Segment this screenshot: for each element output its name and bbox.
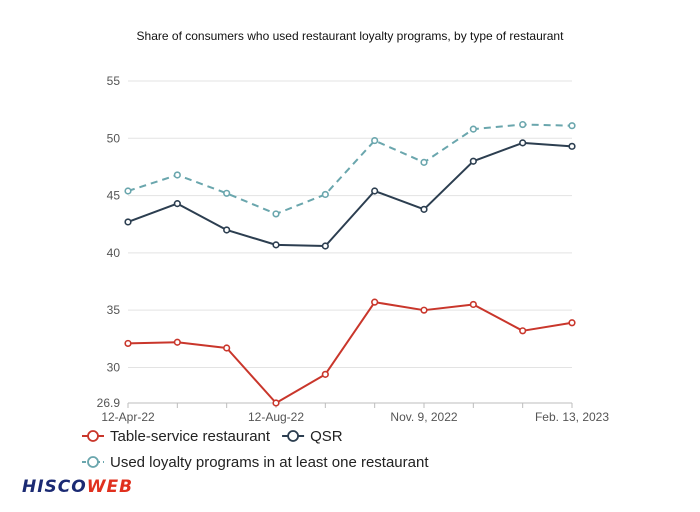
data-point xyxy=(272,399,280,407)
data-point xyxy=(371,298,379,306)
data-point xyxy=(469,125,477,133)
data-point xyxy=(420,205,428,213)
data-point xyxy=(371,136,379,145)
data-point xyxy=(272,210,280,218)
x-tick-label: Nov. 9, 2022 xyxy=(390,410,457,424)
series-line xyxy=(127,123,573,215)
data-point xyxy=(124,218,132,226)
data-point xyxy=(124,187,132,195)
legend-swatch-marker xyxy=(287,430,299,442)
series-2 xyxy=(124,139,576,250)
y-tick-label: 30 xyxy=(107,360,121,374)
legend-swatch-marker xyxy=(87,430,99,442)
hiscoweb-logo: HISCO WEB xyxy=(22,476,133,498)
x-tick-label: 12-Apr-22 xyxy=(101,410,155,424)
data-point xyxy=(321,242,329,250)
data-point xyxy=(469,157,477,165)
data-point xyxy=(568,122,576,130)
legend-label: Used loyalty programs in at least one re… xyxy=(110,454,429,471)
series-line xyxy=(127,141,573,248)
logo-part-1: HISCO xyxy=(22,477,87,497)
data-point xyxy=(173,200,181,208)
data-point xyxy=(124,339,132,348)
data-point xyxy=(173,171,181,179)
legend-swatch-marker xyxy=(87,456,99,468)
series-layer xyxy=(124,120,576,407)
data-point xyxy=(519,120,527,129)
data-point xyxy=(568,319,576,327)
data-point xyxy=(371,187,379,195)
y-tick-label: 55 xyxy=(107,74,121,88)
y-tick-label: 35 xyxy=(107,303,121,317)
gridlines xyxy=(128,80,572,368)
data-point xyxy=(519,139,527,147)
axes: 26.9 30 35 40 45 50 55 12-Apr-22 12-Aug-22 Nov. 9… xyxy=(97,74,610,424)
data-point xyxy=(568,142,576,150)
data-point xyxy=(223,226,231,234)
data-point xyxy=(420,306,428,314)
logo-part-2: WEB xyxy=(86,477,134,497)
data-point xyxy=(321,190,329,199)
y-tick-label: 45 xyxy=(107,189,121,203)
y-tick-label: 40 xyxy=(107,246,121,260)
legend-item: QSR xyxy=(282,428,343,445)
data-point xyxy=(321,370,329,378)
legend-item: Table-service restaurant xyxy=(82,428,271,445)
data-point xyxy=(519,327,527,335)
data-point xyxy=(272,241,280,249)
data-point xyxy=(469,300,477,309)
data-point xyxy=(420,158,428,166)
legend-item: Used loyalty programs in at least one re… xyxy=(82,454,429,471)
x-tick-label: 12-Aug-22 xyxy=(248,410,304,424)
x-tick-label: Feb. 13, 2023 xyxy=(535,410,609,424)
data-point xyxy=(223,344,231,352)
data-point xyxy=(223,189,231,197)
chart-title: Share of consumers who used restaurant l… xyxy=(137,29,565,43)
y-tick-label: 50 xyxy=(107,131,121,145)
y-tick-label: 26.9 xyxy=(97,396,121,410)
series-3 xyxy=(124,120,576,218)
legend: Table-service restaurant QSR Used loyalty … xyxy=(82,428,429,471)
legend-label: QSR xyxy=(310,428,343,445)
legend-label: Table-service restaurant xyxy=(110,428,271,445)
data-point xyxy=(173,338,181,346)
series-1 xyxy=(124,298,576,407)
series-line xyxy=(127,301,573,404)
